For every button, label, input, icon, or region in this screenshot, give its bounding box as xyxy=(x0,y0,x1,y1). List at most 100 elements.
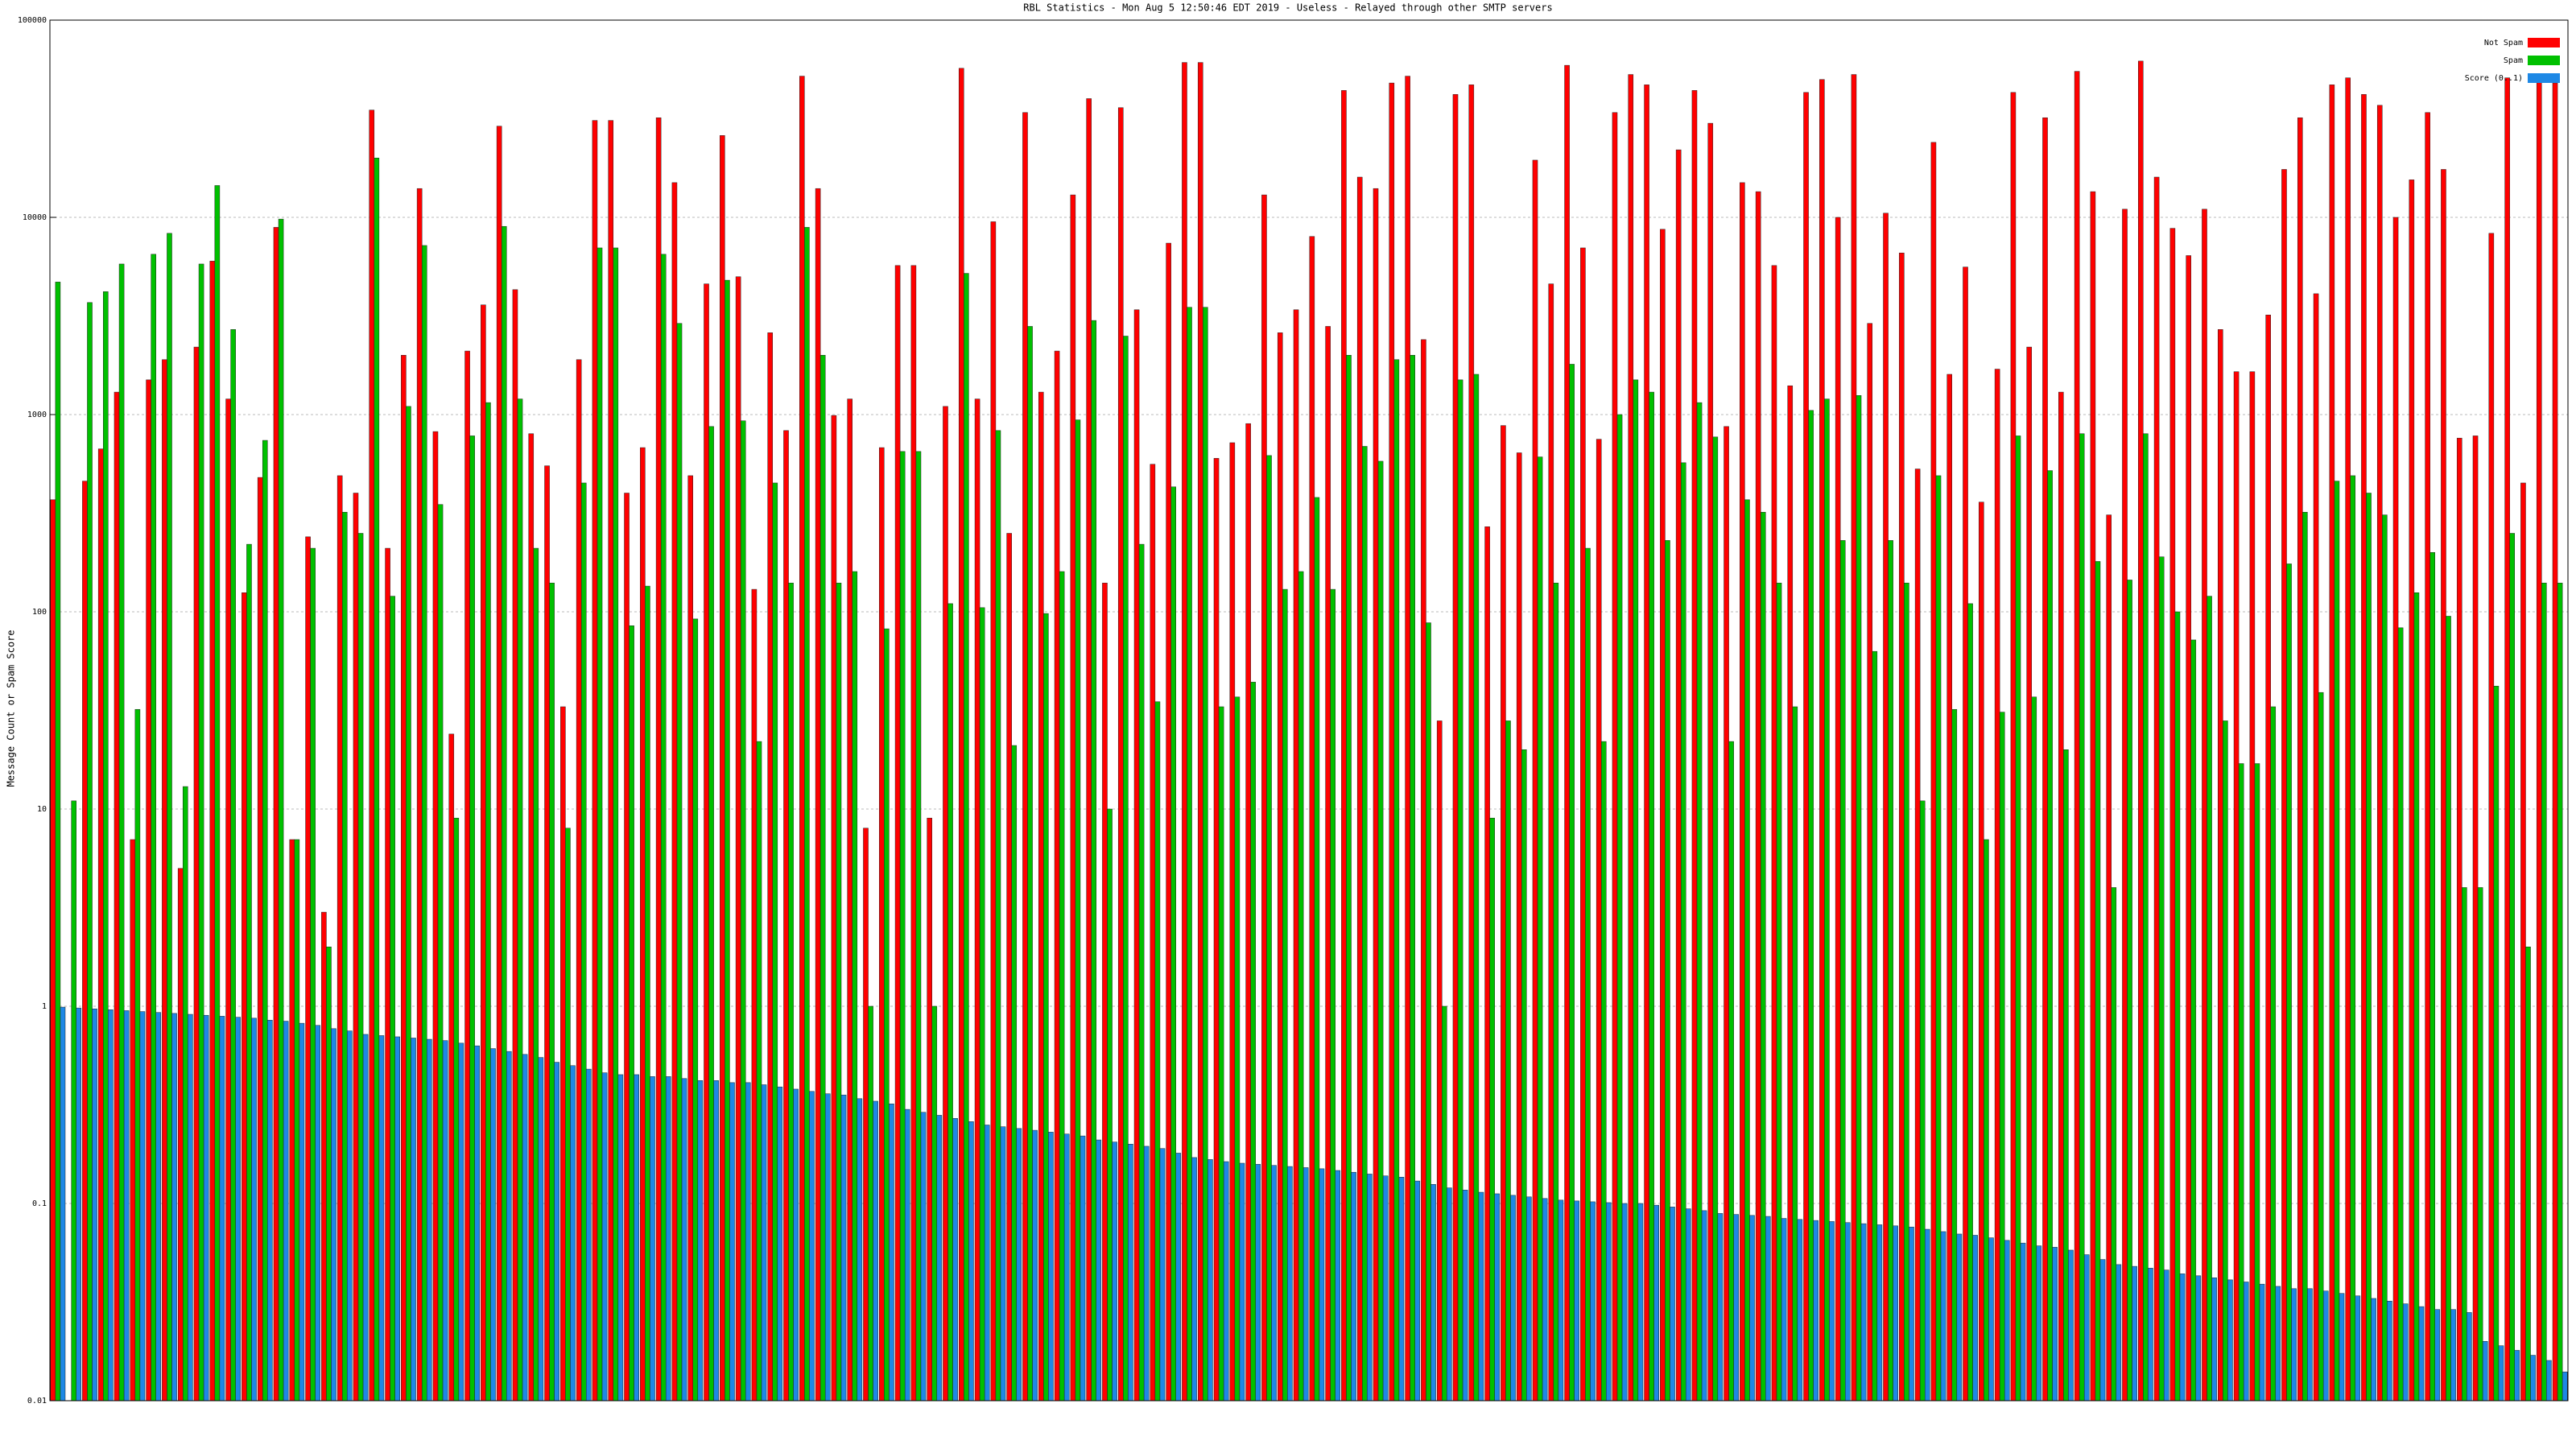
bar xyxy=(2546,1360,2552,1402)
bar xyxy=(538,1057,544,1402)
bar xyxy=(458,1042,464,1402)
bar xyxy=(1930,142,1937,1402)
bar xyxy=(2249,371,2256,1402)
bar xyxy=(1027,326,1033,1402)
bar xyxy=(2562,1371,2568,1402)
bar xyxy=(2409,180,2415,1402)
bar xyxy=(1924,1228,1930,1402)
bar xyxy=(1489,817,1495,1402)
bar xyxy=(740,420,746,1402)
bar xyxy=(836,582,842,1402)
bar xyxy=(2541,582,2547,1402)
bar xyxy=(1707,122,1714,1402)
bar xyxy=(203,1014,209,1402)
bar xyxy=(1867,323,1873,1402)
bar xyxy=(655,117,662,1402)
bar xyxy=(390,596,395,1402)
bar xyxy=(1362,446,1368,1402)
bar xyxy=(2042,117,2048,1402)
bar xyxy=(357,533,364,1402)
bar xyxy=(1919,800,1926,1402)
bar xyxy=(1341,90,1347,1402)
bar xyxy=(1984,839,1989,1402)
bar xyxy=(772,482,778,1402)
bar xyxy=(2297,117,2303,1402)
bar xyxy=(1187,307,1192,1402)
bar xyxy=(947,603,953,1402)
bar xyxy=(1022,112,1028,1402)
bar xyxy=(2450,1309,2456,1402)
bar xyxy=(1086,98,1092,1402)
y-tick-label: 10 xyxy=(37,805,47,814)
bar xyxy=(321,911,327,1402)
bar xyxy=(1797,1219,1803,1402)
bar xyxy=(2238,763,2244,1402)
bar xyxy=(2111,887,2117,1402)
bar xyxy=(1553,582,1559,1402)
bar xyxy=(394,1036,401,1402)
bar xyxy=(2402,1303,2409,1402)
bar xyxy=(2504,77,2510,1402)
bar xyxy=(1393,359,1400,1402)
bar xyxy=(884,628,890,1402)
bar xyxy=(1860,1223,1867,1402)
bar xyxy=(512,289,518,1402)
bar xyxy=(235,1017,242,1402)
bar xyxy=(2525,946,2531,1402)
bar xyxy=(1516,452,1522,1402)
bar xyxy=(927,817,932,1402)
bar xyxy=(1569,364,1575,1402)
bar xyxy=(2413,592,2420,1402)
bar xyxy=(704,283,709,1402)
bar xyxy=(193,346,200,1402)
bar xyxy=(2217,329,2223,1402)
bar xyxy=(1112,1141,1117,1402)
y-tick-label: 1 xyxy=(42,1002,47,1011)
bar xyxy=(1293,309,1299,1402)
bar xyxy=(544,465,550,1402)
bar xyxy=(565,828,571,1402)
bar xyxy=(1808,410,1814,1402)
bar xyxy=(118,263,125,1402)
bar xyxy=(336,475,343,1402)
bar xyxy=(162,359,167,1402)
bar xyxy=(310,547,316,1402)
bar xyxy=(406,406,411,1402)
bar xyxy=(2334,481,2340,1402)
bar xyxy=(645,585,650,1402)
bar xyxy=(2313,293,2319,1402)
bar xyxy=(608,120,614,1402)
bar xyxy=(130,839,136,1402)
bar xyxy=(735,276,741,1402)
bar xyxy=(873,1100,878,1402)
bar xyxy=(1102,582,1108,1402)
bar xyxy=(2397,627,2404,1402)
bar xyxy=(1223,1161,1229,1402)
bar xyxy=(369,109,375,1402)
bar xyxy=(1728,741,1734,1402)
bar xyxy=(2148,1268,2153,1402)
bar xyxy=(1059,571,1065,1402)
bar xyxy=(485,402,491,1402)
bar xyxy=(1398,1177,1405,1402)
bar xyxy=(2058,391,2064,1402)
bar xyxy=(2462,887,2467,1402)
bar xyxy=(2106,514,2112,1402)
bar xyxy=(1182,62,1187,1402)
bar xyxy=(1733,1214,1739,1402)
bar xyxy=(533,547,539,1402)
bar xyxy=(71,800,76,1402)
bar xyxy=(464,350,470,1402)
bar xyxy=(1382,1175,1389,1402)
bar xyxy=(1335,1170,1341,1402)
bar xyxy=(624,493,630,1402)
bar xyxy=(804,227,810,1402)
bar xyxy=(1016,1128,1022,1402)
bar xyxy=(517,398,523,1402)
bar xyxy=(1792,706,1798,1402)
bar xyxy=(2345,77,2351,1402)
bar xyxy=(427,1038,432,1402)
bar xyxy=(1899,252,1905,1402)
bar xyxy=(2207,596,2212,1402)
bar xyxy=(1637,1203,1644,1402)
